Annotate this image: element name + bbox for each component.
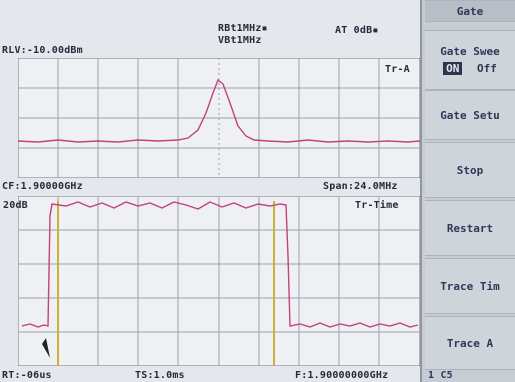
lower-ref-readout: 20dB [3, 200, 28, 211]
gate-sweep-on: ON [443, 62, 463, 75]
panel-divider [420, 0, 422, 382]
center-frequency-readout: CF:1.90000GHz [2, 181, 83, 192]
restart-softkey[interactable]: Restart [425, 200, 515, 256]
page-indicator: 1 C5 [428, 370, 453, 381]
attenuation-readout: AT 0dB▪ [335, 25, 379, 36]
stop-softkey[interactable]: Stop [425, 142, 515, 198]
menu-header: Gate [425, 0, 515, 22]
rbw-readout: RBt1MHz▪ [218, 23, 268, 34]
gate-sweep-label: Gate Swee [440, 45, 500, 58]
frequency-readout: F:1.90000000GHz [295, 370, 389, 381]
upper-trace-graticule [18, 58, 420, 178]
ref-level-readout: RLV:-10.00dBm [2, 45, 83, 56]
gate-sweep-toggle: ON Off [443, 62, 497, 75]
spectrum-trace [18, 78, 420, 143]
trigger-marker [42, 338, 50, 358]
time-domain-trace [21, 201, 419, 328]
gate-sweep-softkey[interactable]: Gate Swee ON Off [425, 30, 515, 90]
sweep-time-readout: TS:1.0ms [135, 370, 185, 381]
span-readout: Span:24.0MHz [323, 181, 398, 192]
lower-trace-graticule [18, 196, 420, 366]
trace-a-softkey[interactable]: Trace A [425, 316, 515, 370]
upper-trace-label: Tr-A [385, 64, 410, 75]
time-readout: RT:-06us [2, 370, 52, 381]
lower-trace-label: Tr-Time [355, 200, 399, 211]
trace-time-softkey[interactable]: Trace Tim [425, 258, 515, 314]
vbw-readout: VBt1MHz [218, 35, 262, 46]
gate-setup-softkey[interactable]: Gate Setu [425, 90, 515, 140]
gate-sweep-off: Off [477, 62, 497, 75]
